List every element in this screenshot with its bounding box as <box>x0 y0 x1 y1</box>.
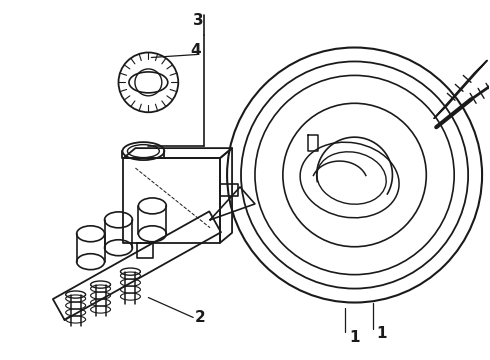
Text: 2: 2 <box>195 310 206 325</box>
Text: 1: 1 <box>349 330 360 345</box>
Text: 1: 1 <box>376 327 387 341</box>
Text: 3: 3 <box>193 13 203 28</box>
Text: 4: 4 <box>190 42 200 58</box>
